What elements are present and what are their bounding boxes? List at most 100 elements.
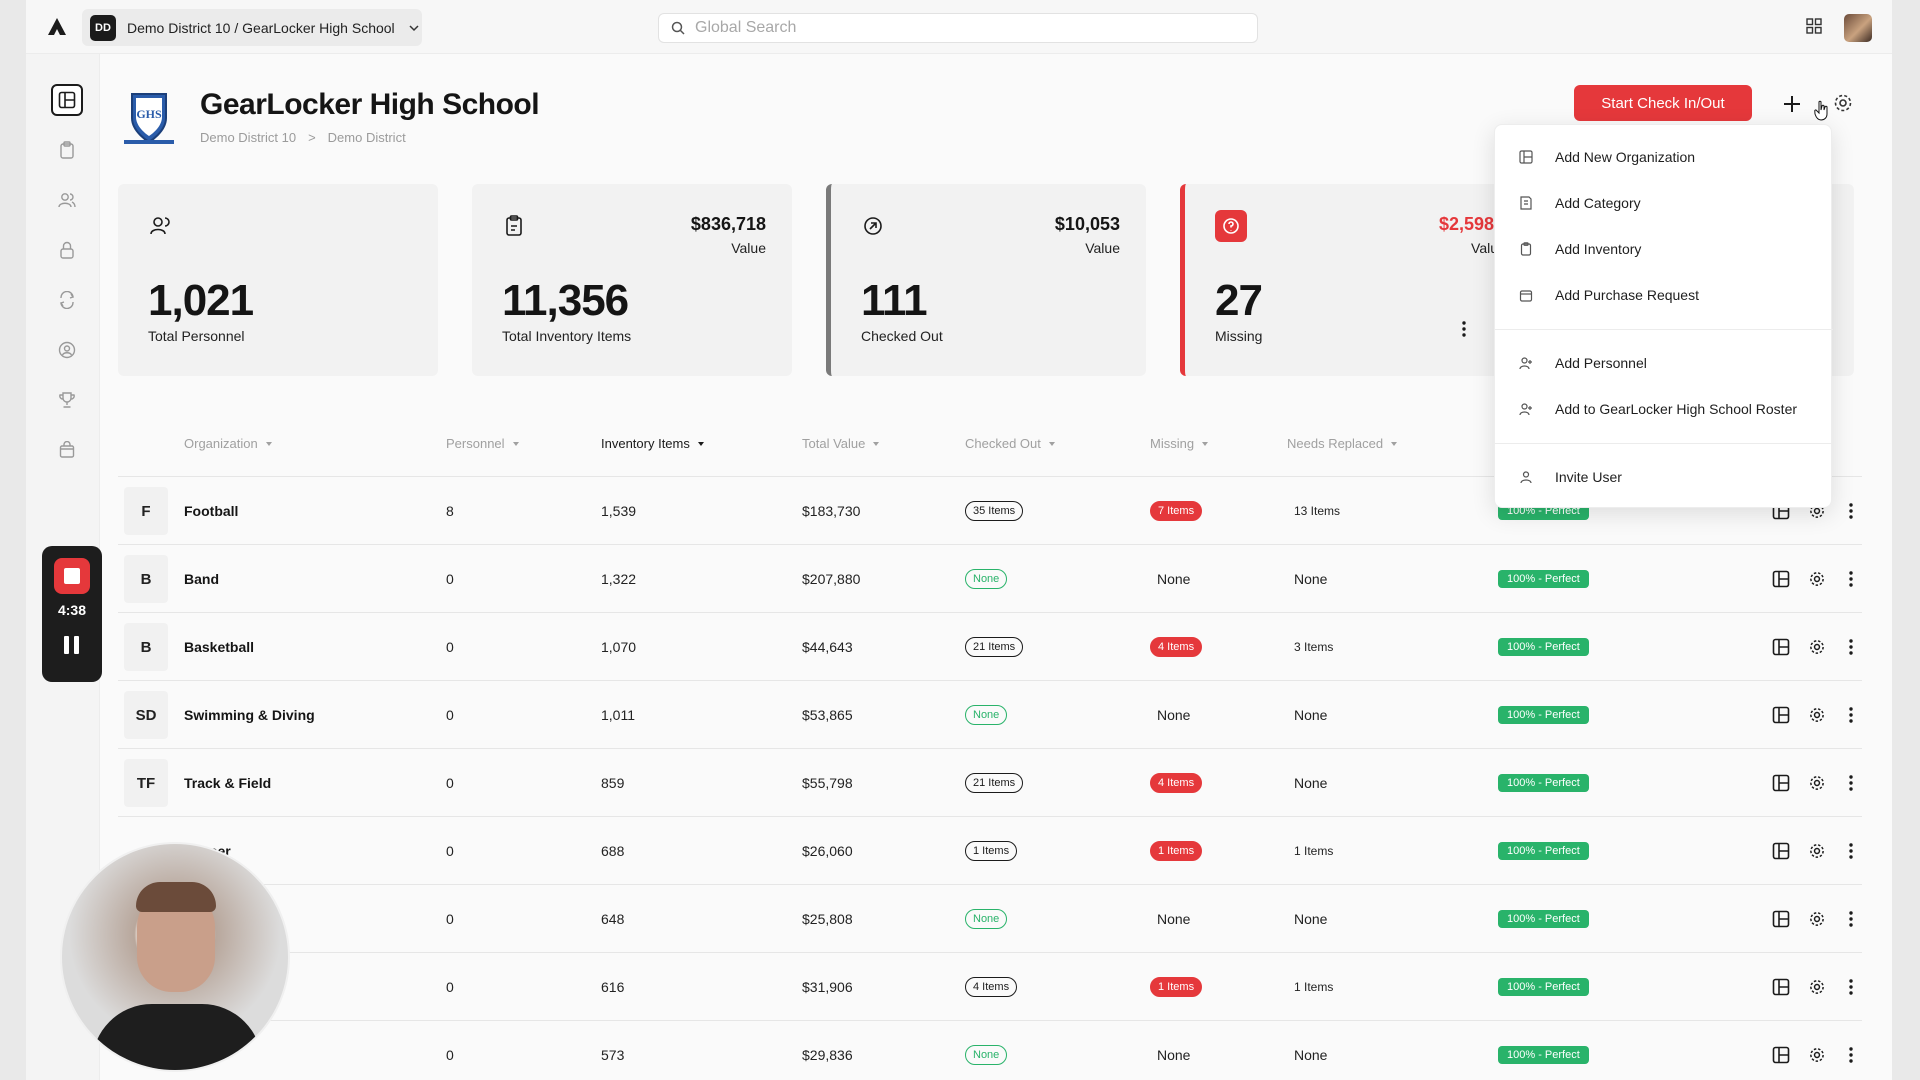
- menu-item-invite-user[interactable]: Invite User: [1495, 457, 1833, 497]
- sidebar-item-checkout[interactable]: [51, 284, 83, 316]
- missing-badge[interactable]: 1 Items: [1150, 841, 1203, 861]
- open-dashboard-button[interactable]: [1772, 885, 1790, 953]
- row-settings-button[interactable]: [1808, 749, 1826, 817]
- table-row[interactable]: B Band 0 1,322 $207,880 None None None 1…: [118, 544, 1862, 612]
- stop-recording-button[interactable]: [54, 558, 90, 594]
- table-row[interactable]: 0 648 $25,808 None None None 100% - Perf…: [118, 884, 1862, 952]
- sidebar-item-personnel[interactable]: [51, 184, 83, 216]
- user-avatar[interactable]: [1844, 14, 1872, 42]
- missing-badge[interactable]: 4 Items: [1150, 637, 1203, 657]
- missing-badge[interactable]: 1 Items: [1150, 977, 1203, 997]
- missing-badge[interactable]: 4 Items: [1150, 773, 1203, 793]
- missing-badge[interactable]: None: [1157, 707, 1191, 723]
- sidebar-item-lockers[interactable]: [51, 234, 83, 266]
- column-header-checked-out[interactable]: Checked Out: [965, 436, 1055, 451]
- settings-gear-icon[interactable]: [1832, 92, 1854, 114]
- breadcrumb-parent[interactable]: Demo District: [327, 130, 406, 145]
- checked-out-badge[interactable]: None: [965, 705, 1008, 725]
- breadcrumb-district[interactable]: Demo District 10: [200, 130, 297, 145]
- sidebar-item-dashboard[interactable]: [51, 84, 83, 116]
- checked-out-badge[interactable]: 21 Items: [965, 637, 1024, 657]
- open-dashboard-button[interactable]: [1772, 681, 1790, 749]
- apps-grid-icon[interactable]: [1806, 18, 1822, 34]
- row-more-button[interactable]: [1848, 817, 1854, 885]
- org-name[interactable]: Band: [184, 571, 219, 587]
- column-header-inventory-items[interactable]: Inventory Items: [601, 436, 704, 451]
- district-label: Demo District 10 / GearLocker High Schoo…: [127, 19, 395, 36]
- column-header-missing[interactable]: Missing: [1150, 436, 1209, 451]
- more-options-icon[interactable]: [1461, 320, 1467, 338]
- row-settings-button[interactable]: [1808, 817, 1826, 885]
- missing-badge[interactable]: None: [1157, 911, 1191, 927]
- gearlocker-logo-icon[interactable]: [46, 16, 68, 38]
- checked-out-badge[interactable]: 35 Items: [965, 501, 1024, 521]
- org-name[interactable]: Football: [184, 503, 239, 519]
- row-settings-button[interactable]: [1808, 885, 1826, 953]
- sidebar-item-users[interactable]: [51, 334, 83, 366]
- open-dashboard-button[interactable]: [1772, 953, 1790, 1021]
- menu-item-add-organization[interactable]: Add New Organization: [1495, 137, 1833, 177]
- checked-out-badge[interactable]: 4 Items: [965, 977, 1018, 997]
- checked-out-badge[interactable]: 21 Items: [965, 773, 1024, 793]
- column-header-organization[interactable]: Organization: [184, 436, 272, 451]
- checked-out-badge[interactable]: None: [965, 909, 1008, 929]
- column-header-personnel[interactable]: Personnel: [446, 436, 519, 451]
- column-header-total-value[interactable]: Total Value: [802, 436, 880, 451]
- menu-item-add-personnel[interactable]: Add Personnel: [1495, 343, 1833, 383]
- stat-card-inventory[interactable]: $836,718 Value 11,356 Total Inventory It…: [472, 184, 792, 376]
- sidebar-item-awards[interactable]: [51, 384, 83, 416]
- person-icon: [150, 217, 170, 235]
- table-row[interactable]: 0 616 $31,906 4 Items 1 Items 1 Items 10…: [118, 952, 1862, 1020]
- row-more-button[interactable]: [1848, 545, 1854, 613]
- table-row[interactable]: er 0 573 $29,836 None None None 100% - P…: [118, 1020, 1862, 1080]
- row-settings-button[interactable]: [1808, 953, 1826, 1021]
- stat-card-checked-out[interactable]: $10,053 Value 111 Checked Out: [826, 184, 1146, 376]
- org-name[interactable]: Basketball: [184, 639, 255, 655]
- sidebar-item-store[interactable]: [51, 434, 83, 466]
- row-more-button[interactable]: [1848, 885, 1854, 953]
- open-dashboard-button[interactable]: [1772, 817, 1790, 885]
- district-switcher[interactable]: DD Demo District 10 / GearLocker High Sc…: [82, 9, 422, 46]
- open-dashboard-button[interactable]: [1772, 1021, 1790, 1080]
- row-settings-button[interactable]: [1808, 477, 1826, 545]
- pause-recording-button[interactable]: [64, 636, 80, 656]
- checked-out-badge[interactable]: 1 Items: [965, 841, 1018, 861]
- org-name[interactable]: Swimming & Diving: [184, 707, 315, 723]
- row-more-button[interactable]: [1848, 1021, 1854, 1080]
- org-name[interactable]: Track & Field: [184, 775, 272, 791]
- row-more-button[interactable]: [1848, 613, 1854, 681]
- row-settings-button[interactable]: [1808, 613, 1826, 681]
- table-row[interactable]: SD Swimming & Diving 0 1,011 $53,865 Non…: [118, 680, 1862, 748]
- add-plus-icon[interactable]: [1780, 92, 1804, 116]
- menu-item-add-inventory[interactable]: Add Inventory: [1495, 229, 1833, 269]
- row-settings-button[interactable]: [1808, 1021, 1826, 1080]
- stat-card-missing[interactable]: $2,598 Valu 27 Missing: [1180, 184, 1500, 376]
- menu-item-add-to-roster[interactable]: Add to GearLocker High School Roster: [1495, 389, 1833, 429]
- search-input[interactable]: [695, 19, 1235, 37]
- missing-badge[interactable]: None: [1157, 571, 1191, 587]
- row-settings-button[interactable]: [1808, 545, 1826, 613]
- menu-item-add-category[interactable]: Add Category: [1495, 183, 1833, 223]
- column-header-needs-replaced[interactable]: Needs Replaced: [1287, 436, 1398, 451]
- stat-card-personnel[interactable]: 1,021 Total Personnel: [118, 184, 438, 376]
- table-row[interactable]: Soccer 0 688 $26,060 1 Items 1 Items 1 I…: [118, 816, 1862, 884]
- checked-out-badge[interactable]: None: [965, 569, 1008, 589]
- missing-badge[interactable]: None: [1157, 1047, 1191, 1063]
- table-row[interactable]: B Basketball 0 1,070 $44,643 21 Items 4 …: [118, 612, 1862, 680]
- row-more-button[interactable]: [1848, 681, 1854, 749]
- open-dashboard-button[interactable]: [1772, 613, 1790, 681]
- start-check-in-out-button[interactable]: Start Check In/Out: [1574, 85, 1752, 121]
- row-more-button[interactable]: [1848, 749, 1854, 817]
- global-search[interactable]: [658, 13, 1258, 43]
- checked-out-badge[interactable]: None: [965, 1045, 1008, 1065]
- menu-item-add-purchase-request[interactable]: Add Purchase Request: [1495, 275, 1833, 315]
- gear-icon: [1810, 844, 1824, 858]
- row-settings-button[interactable]: [1808, 681, 1826, 749]
- row-more-button[interactable]: [1848, 953, 1854, 1021]
- open-dashboard-button[interactable]: [1772, 749, 1790, 817]
- row-more-button[interactable]: [1848, 477, 1854, 545]
- missing-badge[interactable]: 7 Items: [1150, 501, 1203, 521]
- open-dashboard-button[interactable]: [1772, 545, 1790, 613]
- sidebar-item-inventory[interactable]: [51, 134, 83, 166]
- table-row[interactable]: TF Track & Field 0 859 $55,798 21 Items …: [118, 748, 1862, 816]
